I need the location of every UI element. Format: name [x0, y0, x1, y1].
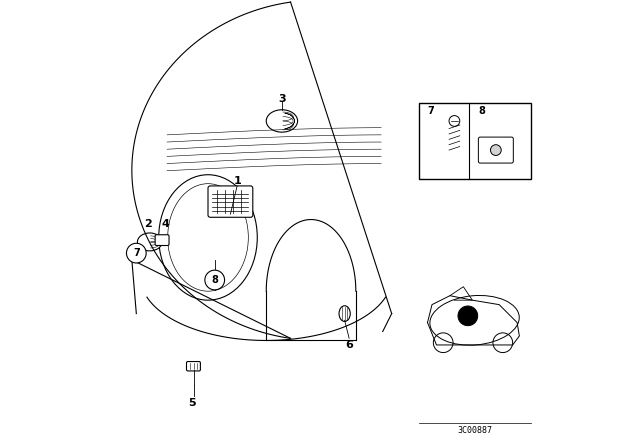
Ellipse shape [266, 110, 298, 132]
Text: 7: 7 [428, 106, 435, 116]
Text: 1: 1 [233, 177, 241, 186]
Circle shape [433, 333, 453, 353]
Text: 3: 3 [278, 94, 285, 103]
Circle shape [449, 116, 460, 126]
Text: 3C00887: 3C00887 [457, 426, 492, 435]
Ellipse shape [138, 233, 162, 251]
FancyBboxPatch shape [186, 362, 200, 371]
Circle shape [490, 145, 501, 155]
Circle shape [458, 306, 477, 326]
FancyBboxPatch shape [478, 137, 513, 163]
Circle shape [127, 243, 146, 263]
FancyBboxPatch shape [208, 186, 253, 217]
Text: 4: 4 [161, 219, 170, 229]
Text: 8: 8 [211, 275, 218, 285]
Circle shape [205, 270, 225, 290]
Text: 2: 2 [143, 219, 152, 229]
FancyBboxPatch shape [155, 235, 169, 246]
Text: 5: 5 [189, 398, 196, 408]
Text: 7: 7 [133, 248, 140, 258]
Text: 6: 6 [345, 340, 353, 350]
Text: 8: 8 [478, 106, 484, 116]
Ellipse shape [339, 306, 350, 322]
Bar [419, 103, 531, 179]
Circle shape [493, 333, 513, 353]
